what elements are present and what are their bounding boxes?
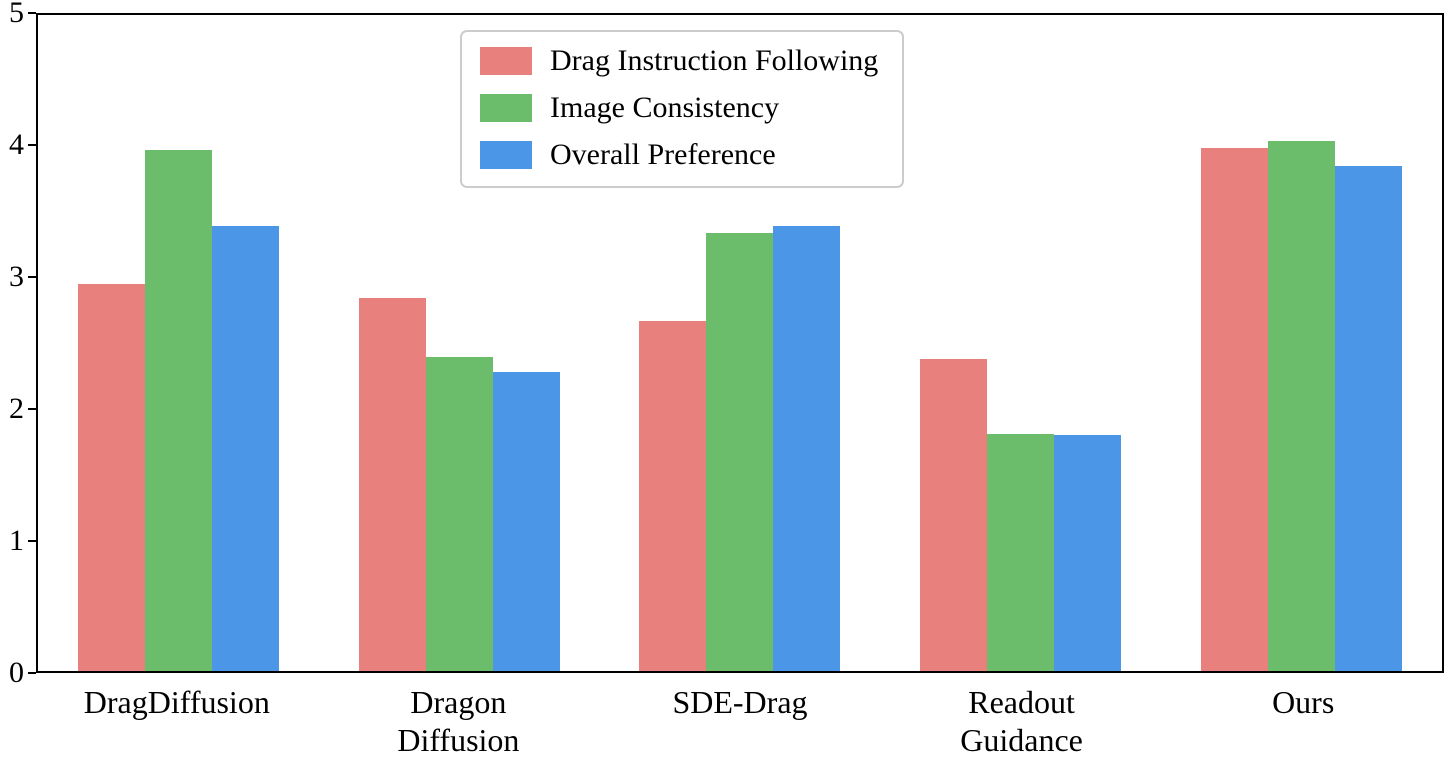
bars-container xyxy=(38,15,1442,671)
x-axis-label: Readout Guidance xyxy=(960,684,1083,758)
x-axis-label: Ours xyxy=(1272,684,1335,720)
y-tick-mark xyxy=(28,276,36,278)
y-tick-mark xyxy=(28,672,36,674)
bar xyxy=(1335,165,1403,671)
x-axis-label: Dragon Diffusion xyxy=(397,684,520,758)
x-axis-label: SDE-Drag xyxy=(672,684,808,720)
y-tick-mark xyxy=(28,540,36,542)
bar-group xyxy=(1161,15,1442,671)
bar-group xyxy=(38,15,319,671)
bar-group xyxy=(880,15,1161,671)
bar-group xyxy=(600,15,881,671)
bar xyxy=(987,433,1055,671)
bar xyxy=(1054,434,1122,671)
bar xyxy=(144,150,212,671)
legend-swatch-blue xyxy=(480,141,532,169)
legend-item: Drag Instruction Following xyxy=(480,46,878,76)
y-axis: 0 1 2 3 4 5 xyxy=(0,0,36,774)
y-tick-label: 2 xyxy=(9,392,24,425)
legend-item: Overall Preference xyxy=(480,140,878,170)
bar xyxy=(77,283,145,671)
bar xyxy=(920,358,988,671)
bar xyxy=(492,371,560,671)
x-axis-labels: DragDiffusion Dragon Diffusion SDE-Drag Rea… xyxy=(36,684,1444,760)
legend-item: Image Consistency xyxy=(480,93,878,123)
y-tick-label: 1 xyxy=(9,524,24,557)
y-tick-label: 0 xyxy=(9,656,24,689)
y-tick-mark xyxy=(28,408,36,410)
legend-label: Image Consistency xyxy=(550,91,780,124)
bar-group xyxy=(319,15,600,671)
bar xyxy=(358,298,426,671)
x-axis-label: DragDiffusion xyxy=(83,684,270,720)
bar xyxy=(706,232,774,671)
bar xyxy=(639,320,707,671)
y-tick-label: 4 xyxy=(9,128,24,161)
bar xyxy=(1268,140,1336,671)
y-tick-mark xyxy=(28,144,36,146)
y-tick-label: 5 xyxy=(9,0,24,29)
y-tick-label: 3 xyxy=(9,260,24,293)
legend-swatch-red xyxy=(480,47,532,75)
bar xyxy=(211,226,279,671)
y-tick-mark xyxy=(28,12,36,14)
legend-label: Drag Instruction Following xyxy=(550,44,879,77)
legend: Drag Instruction Following Image Consist… xyxy=(460,30,905,188)
legend-swatch-green xyxy=(480,94,532,122)
legend-label: Overall Preference xyxy=(550,138,776,171)
bar xyxy=(773,226,841,671)
bar xyxy=(1201,147,1269,671)
bar xyxy=(425,357,493,671)
